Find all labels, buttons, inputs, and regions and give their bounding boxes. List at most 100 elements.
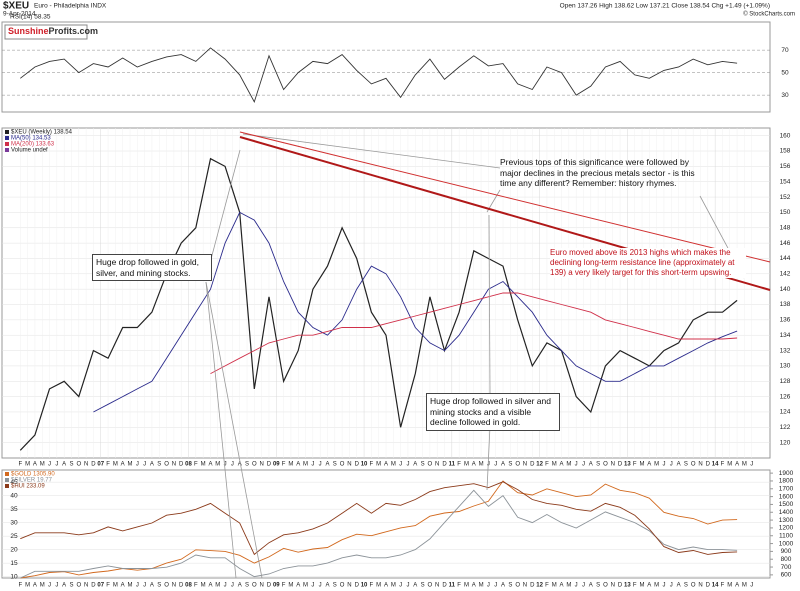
legend-entry: $XEU (Weekly) 138.54: [11, 130, 73, 136]
x-tick-label: F: [18, 462, 22, 468]
y-tick-label: 148: [780, 224, 791, 231]
x-tick-label: S: [421, 462, 425, 468]
x-tick-label: J: [406, 583, 409, 589]
series-line: [20, 489, 738, 579]
x-tick-label: D: [618, 462, 623, 468]
series-line: [20, 481, 738, 556]
logo-part: Sunshine: [8, 26, 49, 36]
x-tick-label: 09: [273, 462, 280, 468]
x-tick-label: A: [560, 462, 564, 468]
x-tick-label: O: [691, 583, 696, 589]
x-tick-label: A: [647, 462, 651, 468]
x-tick-label: A: [384, 583, 388, 589]
x-tick-label: D: [706, 462, 711, 468]
x-tick-label: M: [552, 583, 557, 589]
x-tick-label: M: [303, 583, 308, 589]
x-tick-label: F: [370, 462, 374, 468]
series-line: [210, 292, 738, 374]
x-tick-label: A: [413, 583, 417, 589]
series-line: [19, 157, 738, 451]
source: © StockCharts.com: [743, 11, 795, 18]
x-tick-label: A: [296, 583, 300, 589]
x-tick-label: F: [18, 583, 22, 589]
x-tick-label: 07: [97, 583, 104, 589]
x-tick-label: M: [128, 583, 133, 589]
x-tick-label: J: [406, 462, 409, 468]
x-tick-label: O: [515, 462, 520, 468]
x-tick-label: N: [259, 462, 263, 468]
x-tick-label: N: [347, 583, 351, 589]
x-tick-label: A: [384, 462, 388, 468]
x-tick-label: S: [596, 462, 600, 468]
y2-tick-label: 600: [781, 572, 792, 579]
x-tick-label: S: [508, 462, 512, 468]
x-tick-label: F: [282, 462, 286, 468]
x-tick-label: J: [399, 583, 402, 589]
x-tick-label: N: [347, 462, 351, 468]
x-tick-label: M: [742, 583, 747, 589]
x-tick-label: M: [201, 462, 206, 468]
x-tick-label: O: [428, 583, 433, 589]
legend-entry: MA(200) 133.63: [11, 142, 55, 148]
x-tick-label: J: [319, 462, 322, 468]
x-tick-label: N: [435, 583, 439, 589]
y2-tick-label: 1400: [779, 509, 794, 516]
x-tick-label: A: [121, 462, 125, 468]
y-tick-label: 25: [10, 533, 18, 540]
x-tick-label: A: [472, 462, 476, 468]
x-tick-label: M: [25, 583, 30, 589]
x-tick-label: A: [501, 583, 505, 589]
legend-swatch: [5, 142, 9, 146]
y-tick-label: 120: [780, 439, 791, 446]
x-tick-label: J: [670, 583, 673, 589]
x-tick-label: F: [545, 583, 549, 589]
x-tick-label: S: [421, 583, 425, 589]
x-tick-label: N: [172, 583, 176, 589]
x-tick-label: M: [25, 462, 30, 468]
y-tick-label: 30: [781, 92, 789, 99]
x-tick-label: F: [194, 583, 198, 589]
x-tick-label: M: [40, 462, 45, 468]
x-tick-label: M: [113, 462, 118, 468]
legend-entry: $HUI 233.09: [11, 484, 45, 490]
y-tick-label: 128: [780, 378, 791, 385]
x-tick-label: O: [340, 583, 345, 589]
x-tick-label: A: [150, 583, 154, 589]
x-tick-label: O: [252, 462, 257, 468]
x-tick-label: S: [333, 583, 337, 589]
x-tick-label: M: [640, 583, 645, 589]
x-tick-label: D: [706, 583, 711, 589]
x-tick-label: A: [677, 462, 681, 468]
y2-tick-label: 1700: [779, 486, 794, 493]
x-tick-label: F: [721, 583, 725, 589]
x-tick-label: J: [143, 462, 146, 468]
rsi-frame: [1, 21, 771, 113]
x-tick-label: J: [231, 462, 234, 468]
x-tick-label: M: [376, 583, 381, 589]
pointer: [486, 425, 491, 491]
y-tick-label: 126: [780, 393, 791, 400]
annotation: Previous tops of this significance were …: [500, 157, 695, 188]
x-tick-label: J: [582, 583, 585, 589]
legend-swatch: [5, 130, 9, 134]
x-tick-label: 13: [624, 462, 631, 468]
x-tick-label: D: [355, 462, 360, 468]
y-tick-label: 150: [780, 209, 791, 216]
y2-tick-label: 1300: [779, 517, 794, 524]
legend-swatch: [5, 472, 9, 476]
x-tick-label: 08: [185, 583, 192, 589]
x-tick-label: A: [560, 583, 564, 589]
x-tick-label: A: [735, 462, 739, 468]
logo-box: [4, 24, 88, 40]
x-tick-label: F: [106, 583, 110, 589]
pointer: [205, 281, 237, 579]
y2-tick-label: 1600: [779, 493, 794, 500]
x-tick-label: A: [472, 583, 476, 589]
x-tick-label: A: [62, 462, 66, 468]
x-tick-label: J: [136, 462, 139, 468]
x-tick-label: D: [442, 462, 447, 468]
x-tick-label: D: [530, 583, 535, 589]
x-tick-label: J: [662, 583, 665, 589]
y-tick-label: 122: [780, 424, 791, 431]
